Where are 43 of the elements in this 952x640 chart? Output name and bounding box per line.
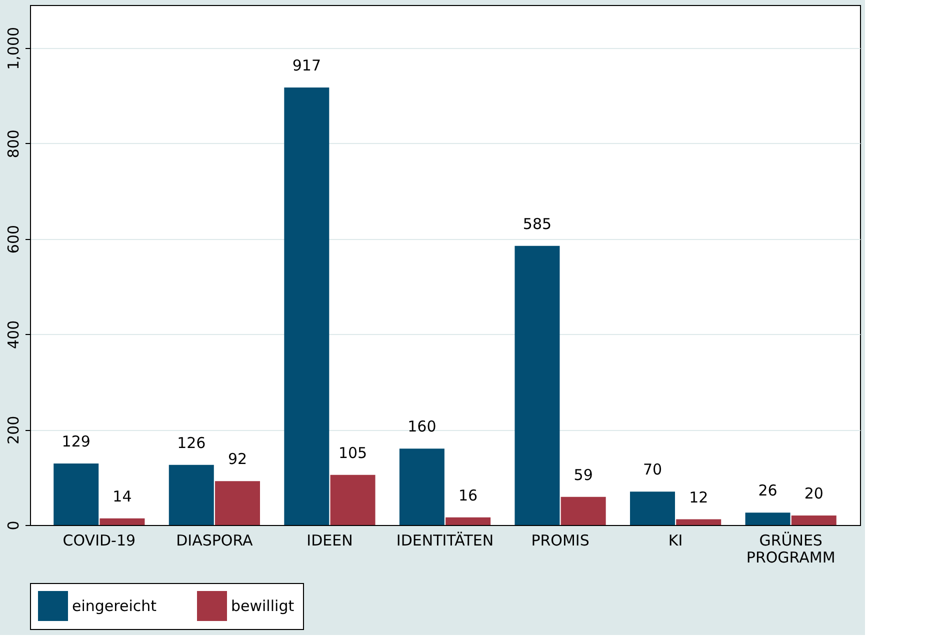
data-label: 20 (804, 484, 824, 502)
bar (745, 512, 790, 525)
bar (514, 246, 560, 525)
data-label: 160 (408, 418, 436, 436)
bar (630, 492, 675, 525)
legend-label: bewilligt (231, 597, 294, 615)
data-label: 14 (112, 487, 132, 506)
bar (284, 88, 330, 525)
bar (791, 515, 836, 525)
x-tick-label: IDENTITÄTEN (396, 532, 494, 550)
x-tick-label: KI (668, 532, 683, 550)
x-tick-label: DIASPORA (176, 532, 254, 550)
x-tick-label: IDEEN (306, 532, 353, 550)
data-label: 92 (228, 450, 248, 468)
data-label: 129 (62, 432, 90, 450)
data-label: 12 (689, 488, 708, 506)
data-label: 917 (292, 56, 321, 75)
data-label: 585 (522, 214, 552, 233)
bar (560, 496, 606, 525)
bar (399, 448, 444, 525)
data-label: 26 (758, 482, 778, 500)
data-label: 70 (642, 460, 662, 479)
bar (330, 474, 376, 525)
x-tick-label: COVID-19 (62, 532, 136, 550)
bar (446, 517, 491, 525)
y-tick-label: 800 (4, 130, 22, 158)
y-tick-label: 200 (4, 416, 22, 444)
y-tick-label: 600 (4, 224, 22, 254)
legend-label: eingereicht (72, 597, 157, 615)
bar (100, 518, 145, 525)
y-tick-label: 1,000 (4, 26, 22, 70)
data-label: 59 (574, 466, 593, 484)
x-tick-label: GRÜNES PROGRAMM (746, 532, 836, 566)
bar (676, 519, 722, 525)
bar (54, 463, 99, 525)
data-label: 16 (458, 486, 478, 504)
x-tick-label: PROMIS (531, 532, 590, 550)
y-tick-label: 400 (4, 320, 22, 349)
bar (215, 481, 260, 525)
y-tick-label: 0 (4, 520, 22, 530)
bar (168, 464, 214, 525)
data-label: 105 (338, 444, 368, 462)
data-label: 126 (177, 434, 206, 452)
